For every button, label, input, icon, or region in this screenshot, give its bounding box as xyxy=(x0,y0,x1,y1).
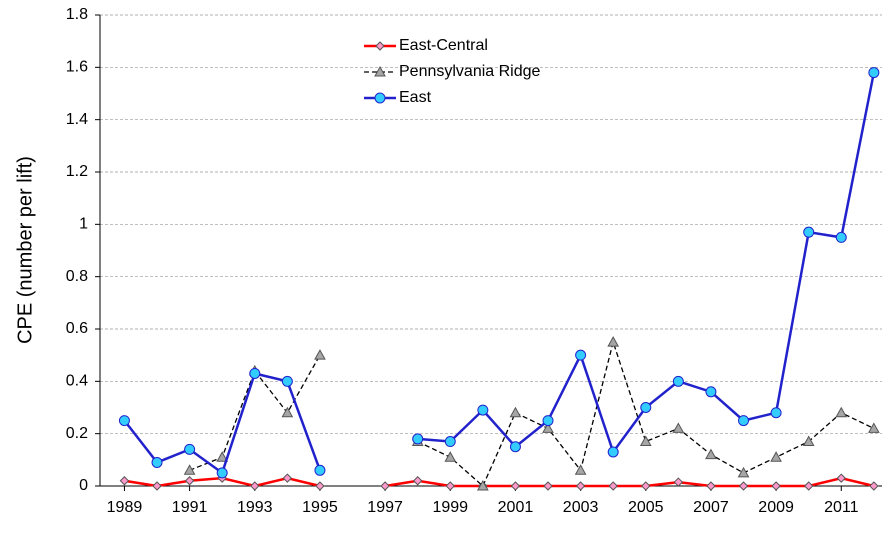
x-tick-label: 2003 xyxy=(563,499,599,516)
point xyxy=(183,464,196,475)
point xyxy=(250,481,260,491)
point xyxy=(607,336,620,347)
point xyxy=(835,231,847,243)
legend-marker xyxy=(374,92,386,104)
point xyxy=(868,67,880,79)
point xyxy=(477,404,489,416)
point xyxy=(770,451,782,462)
x-tick-label: 2009 xyxy=(758,499,794,516)
legend-label: East xyxy=(399,89,432,106)
point xyxy=(314,349,326,360)
x-tick-label: 1999 xyxy=(432,499,468,516)
y-tick-label: 1 xyxy=(79,216,88,233)
point xyxy=(835,406,848,418)
x-tick-label: 1993 xyxy=(237,499,273,516)
point xyxy=(315,481,325,491)
point xyxy=(281,375,293,387)
y-tick-label: 1.8 xyxy=(66,6,88,23)
point xyxy=(543,481,553,491)
point xyxy=(282,473,293,483)
point xyxy=(608,481,618,491)
point xyxy=(803,226,815,238)
y-tick-label: 0.6 xyxy=(66,320,88,337)
point xyxy=(802,435,815,447)
point xyxy=(803,481,814,491)
point xyxy=(380,481,390,491)
legend-marker xyxy=(374,65,386,77)
point xyxy=(152,481,162,491)
point xyxy=(444,436,456,448)
series-line xyxy=(417,72,876,455)
y-tick-label: 1.6 xyxy=(66,59,88,76)
y-tick-label: 0.2 xyxy=(66,425,88,442)
x-tick-label: 2007 xyxy=(693,499,729,516)
point xyxy=(574,464,587,475)
point xyxy=(542,415,554,427)
y-tick-label: 0.4 xyxy=(66,373,88,390)
point xyxy=(672,375,684,387)
point xyxy=(477,479,489,491)
point xyxy=(216,451,229,462)
legend-marker xyxy=(375,41,385,51)
point xyxy=(412,476,423,486)
point xyxy=(151,456,163,468)
y-tick-label: 0 xyxy=(79,477,88,494)
point xyxy=(184,443,196,455)
point xyxy=(869,481,879,491)
point xyxy=(119,476,130,486)
x-tick-label: 1989 xyxy=(107,499,143,516)
y-tick-label: 0.8 xyxy=(66,268,88,285)
point xyxy=(672,422,685,433)
x-tick-label: 2005 xyxy=(628,499,664,516)
x-tick-label: 2001 xyxy=(498,499,534,516)
x-tick-label: 1997 xyxy=(367,499,403,516)
point xyxy=(673,477,684,487)
point xyxy=(639,435,652,447)
point xyxy=(705,448,717,460)
point xyxy=(444,451,457,462)
point xyxy=(770,407,782,419)
point xyxy=(737,466,750,478)
point xyxy=(575,481,586,491)
point xyxy=(509,406,522,418)
point xyxy=(281,406,294,418)
point xyxy=(640,402,652,413)
point xyxy=(575,349,587,361)
point xyxy=(868,422,880,433)
series-line xyxy=(384,476,875,488)
point xyxy=(216,467,228,479)
point xyxy=(705,386,717,398)
point xyxy=(249,367,261,379)
point xyxy=(184,476,195,486)
y-tick-label: 1.2 xyxy=(66,163,88,180)
point xyxy=(118,415,130,427)
point xyxy=(738,415,750,427)
point xyxy=(314,464,326,476)
point xyxy=(607,446,619,458)
y-tick-label: 1.4 xyxy=(66,111,88,128)
point xyxy=(542,422,554,433)
point xyxy=(445,481,455,491)
point xyxy=(706,481,716,491)
series-line xyxy=(189,354,321,471)
series-line xyxy=(417,339,875,488)
point xyxy=(771,481,781,491)
x-tick-label: 1995 xyxy=(302,499,338,516)
y-axis-label: CPE (number per lift) xyxy=(14,156,36,344)
point xyxy=(738,481,749,491)
legend-label: Pennsylvania Ridge xyxy=(399,63,541,80)
legend-label: East-Central xyxy=(399,37,488,54)
point xyxy=(510,481,521,491)
point xyxy=(412,433,424,445)
x-tick-label: 1991 xyxy=(172,499,208,516)
point xyxy=(509,441,521,453)
point xyxy=(836,473,846,483)
point xyxy=(641,481,651,491)
x-tick-label: 2011 xyxy=(824,499,859,516)
